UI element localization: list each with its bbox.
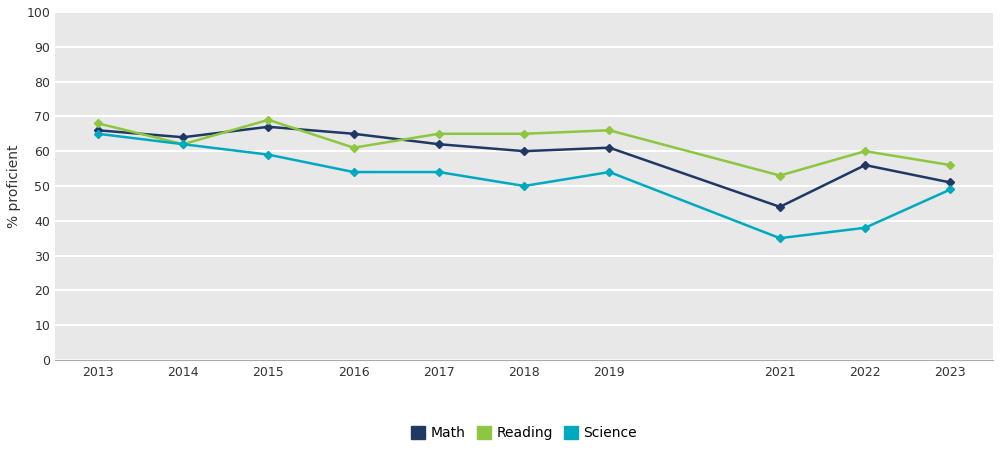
Reading <box>518 131 530 136</box>
Reading <box>433 131 445 136</box>
Science <box>433 169 445 175</box>
Math <box>518 148 530 154</box>
Science <box>92 131 104 136</box>
Y-axis label: % proficient: % proficient <box>7 144 21 228</box>
Science <box>603 169 615 175</box>
Line: Science: Science <box>95 131 953 241</box>
Reading <box>859 148 871 154</box>
Math <box>774 204 786 210</box>
Science <box>518 183 530 189</box>
Reading <box>348 145 360 150</box>
Math <box>177 135 189 140</box>
Math <box>262 124 274 130</box>
Reading <box>92 121 104 126</box>
Reading <box>262 117 274 122</box>
Science <box>177 141 189 147</box>
Math <box>433 141 445 147</box>
Math <box>92 128 104 133</box>
Math <box>603 145 615 150</box>
Math <box>944 180 956 185</box>
Reading <box>177 141 189 147</box>
Science <box>859 225 871 230</box>
Science <box>774 235 786 241</box>
Line: Math: Math <box>95 124 953 210</box>
Science <box>944 187 956 192</box>
Science <box>262 152 274 158</box>
Reading <box>603 128 615 133</box>
Science <box>348 169 360 175</box>
Math <box>859 162 871 168</box>
Reading <box>774 173 786 178</box>
Line: Reading: Reading <box>95 117 953 178</box>
Reading <box>944 162 956 168</box>
Legend: Math, Reading, Science: Math, Reading, Science <box>404 419 644 447</box>
Math <box>348 131 360 136</box>
